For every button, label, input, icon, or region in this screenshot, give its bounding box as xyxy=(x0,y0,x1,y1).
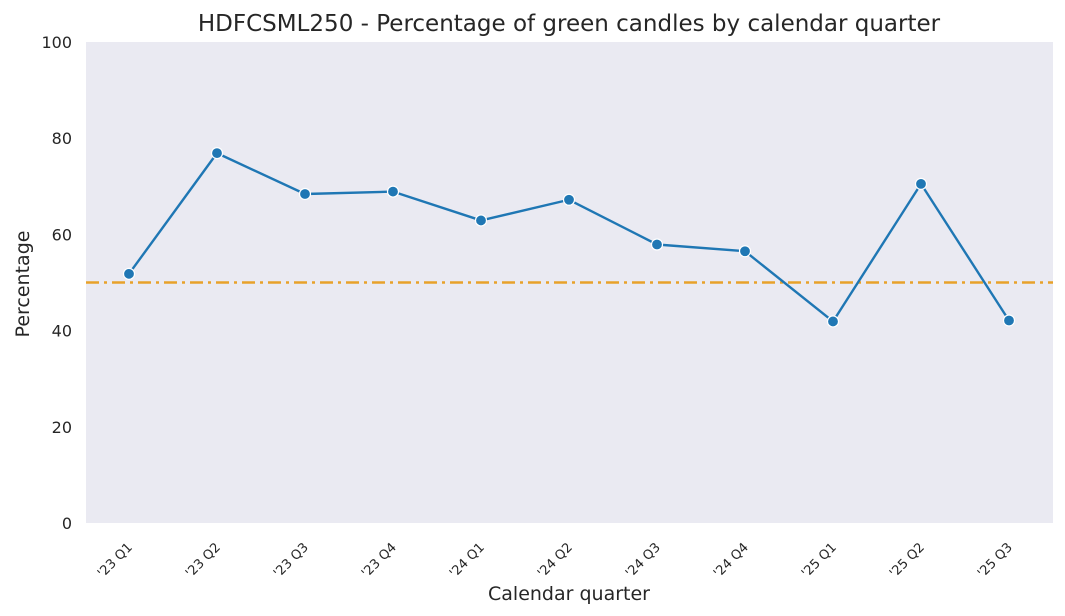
data-point xyxy=(386,185,400,198)
x-tick-label: '23 Q1 xyxy=(95,540,136,581)
x-tick-label: '23 Q4 xyxy=(359,540,400,581)
x-tick-label: '25 Q1 xyxy=(799,540,840,581)
x-tick-label: '24 Q3 xyxy=(623,540,664,581)
x-tick-label: '24 Q2 xyxy=(535,540,576,581)
data-point xyxy=(122,267,136,280)
data-point xyxy=(650,238,664,251)
data-points xyxy=(122,147,1016,328)
data-point xyxy=(210,147,224,160)
data-point xyxy=(914,177,928,190)
x-tick-label: '24 Q1 xyxy=(447,540,488,581)
x-tick-label: '25 Q2 xyxy=(887,540,928,581)
y-tick-label: 80 xyxy=(52,129,72,148)
y-tick-label: 0 xyxy=(62,514,72,533)
data-point xyxy=(738,245,752,258)
x-tick-label: '25 Q3 xyxy=(975,540,1016,581)
y-tick-label: 60 xyxy=(52,225,72,244)
plot-area xyxy=(86,42,1053,523)
data-point xyxy=(298,187,312,201)
x-tick-label: '24 Q4 xyxy=(711,540,752,581)
y-tick-label: 20 xyxy=(52,418,72,437)
y-tick-label: 100 xyxy=(41,33,72,52)
x-axis: '23 Q1 '23 Q2 '23 Q3 '23 Q4 '24 Q1 '24 Q2 '24 … xyxy=(95,540,1016,581)
x-tick-label: '23 Q3 xyxy=(271,540,312,581)
chart-title: HDFCSML250 - Percentage of green candles… xyxy=(198,11,941,37)
data-point xyxy=(474,214,488,227)
y-axis-label: Percentage xyxy=(12,231,34,338)
data-point xyxy=(562,193,576,206)
x-tick-label: '23 Q2 xyxy=(183,540,224,581)
data-point xyxy=(1002,314,1016,327)
y-tick-label: 40 xyxy=(52,322,72,341)
data-point xyxy=(826,315,840,328)
x-axis-label: Calendar quarter xyxy=(488,583,650,605)
y-axis: 0 20 40 60 80 100 xyxy=(41,33,72,533)
